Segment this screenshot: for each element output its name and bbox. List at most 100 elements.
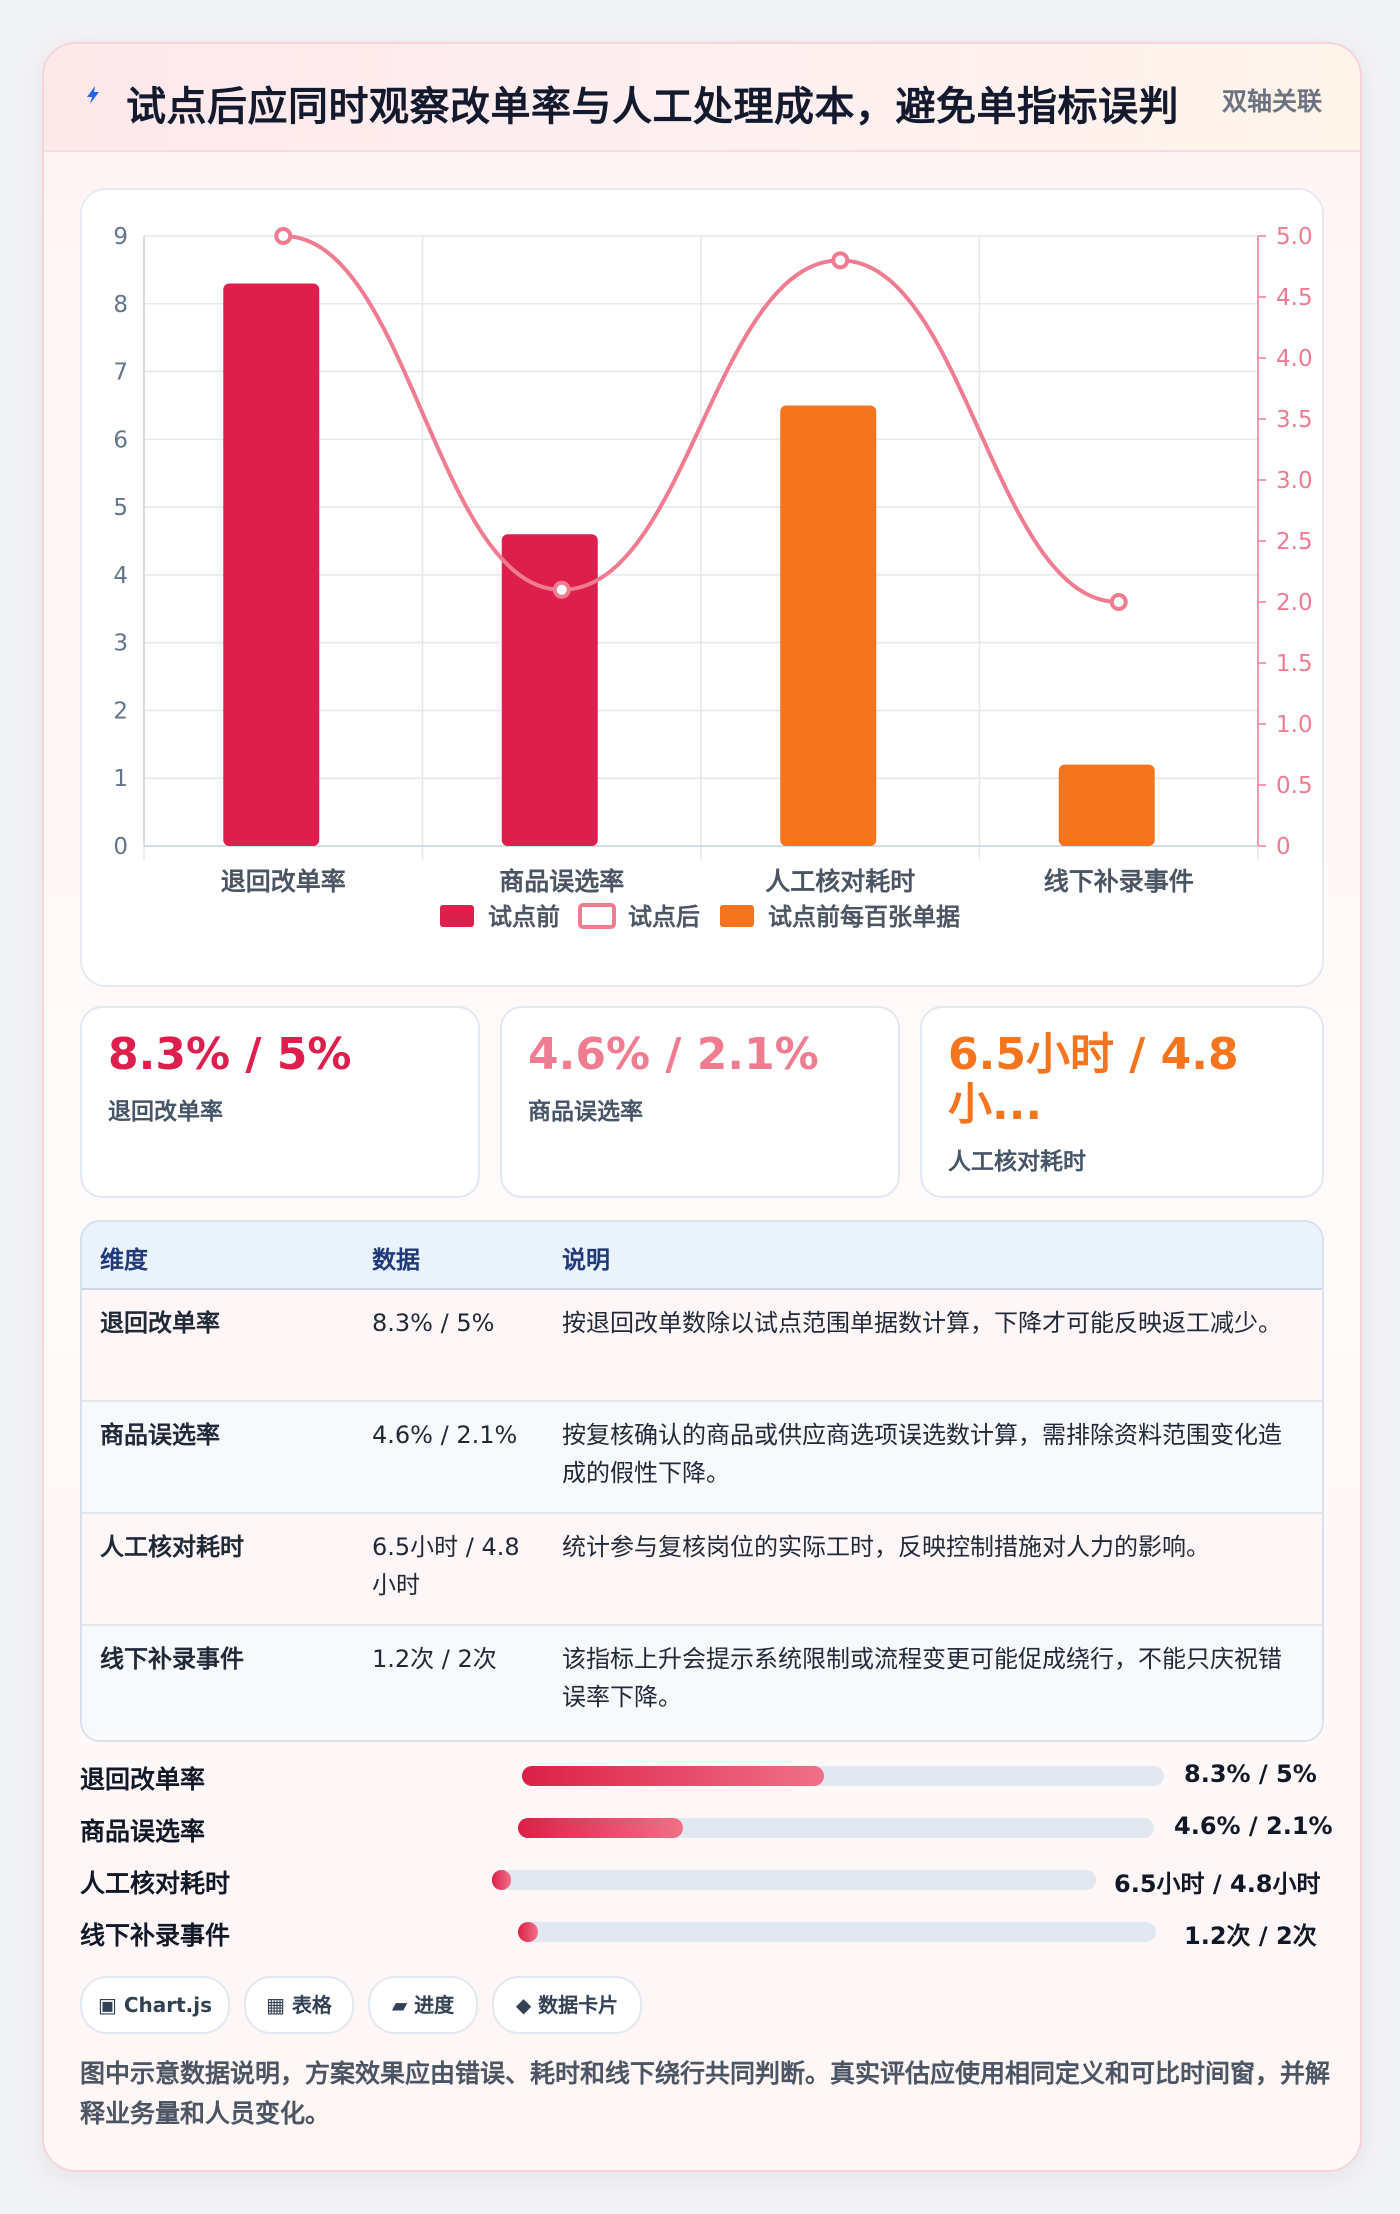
cell-data: 4.6% / 2.1% xyxy=(372,1421,518,1449)
progress-label: 商品误选率 xyxy=(80,1817,206,1846)
line-point xyxy=(831,251,850,270)
progress-value: 6.5小时 / 4.8小时 xyxy=(1114,1870,1321,1898)
y-left-tick-label: 0 xyxy=(113,834,128,860)
x-tick-label: 人工核对耗时 xyxy=(765,867,915,896)
chip-chartjs[interactable]: ▣ Chart.js xyxy=(80,1976,230,2034)
cell-dimension: 人工核对耗时 xyxy=(100,1533,244,1561)
series-line xyxy=(283,234,1119,604)
bar xyxy=(780,405,877,846)
legend-swatch xyxy=(578,903,616,929)
stat-value: 8.3% / 5% xyxy=(108,1029,352,1080)
legend-label: 试点后 xyxy=(628,903,700,931)
report-card: 试点后应同时观察改单率与人工处理成本，避免单指标误判 双轴关联 0 1 2 3 4 5 6 7… xyxy=(42,42,1362,2172)
footnote: 图中示意数据说明，方案效果应由错误、耗时和线下绕行共同判断。真实评估应使用相同定… xyxy=(80,2059,1331,2128)
cell-description: 该指标上升会提示系统限制或流程变更可能促成绕行，不能只庆祝错误率下降。 xyxy=(562,1645,1282,1711)
y-right-tick-label: 4.5 xyxy=(1276,285,1313,311)
cell-data: 1.2次 / 2次 xyxy=(372,1645,497,1673)
progress-value: 4.6% / 2.1% xyxy=(1174,1812,1333,1840)
stat-card-check-time: 6.5小时 / 4.8小... 人工核对耗时 xyxy=(920,1006,1324,1198)
progress-value: 1.2次 / 2次 xyxy=(1184,1922,1317,1950)
y-left-tick-label: 8 xyxy=(113,292,128,318)
legend-label: 试点前每百张单据 xyxy=(768,903,960,931)
stat-value: 4.6% / 2.1% xyxy=(528,1029,819,1080)
y-right-tick-label: 0.5 xyxy=(1276,773,1313,799)
cell-data: 6.5小时 / 4.8小时 xyxy=(372,1533,520,1599)
y-left-tick-label: 4 xyxy=(113,563,128,589)
line-point xyxy=(552,580,571,599)
line-point xyxy=(274,227,293,245)
dual-axis-chart: 0 1 2 3 4 5 6 7 8 9 0 0.5 1.0 1.5 2.0 2.5 3.0 3.5 4.0 4.5 5.… xyxy=(113,224,1313,931)
progress-label: 退回改单率 xyxy=(80,1765,206,1794)
y-left-tick-label: 7 xyxy=(113,360,128,386)
table-row: 人工核对耗时 6.5小时 / 4.8小时 统计参与复核岗位的实际工时，反映控制措… xyxy=(82,1514,1322,1626)
bar xyxy=(1058,764,1155,846)
stat-value: 6.5小时 / 4.8小... xyxy=(948,1029,1239,1130)
progress-track xyxy=(518,1818,1154,1838)
y-left-tick-label: 5 xyxy=(113,495,128,521)
y-right-tick-label: 1.5 xyxy=(1276,651,1313,677)
metrics-table: 维度 数据 说明 退回改单率 8.3% / 5% 按退回改单数除以试点范围单据数… xyxy=(80,1220,1324,1742)
y-right-tick-label: 2.0 xyxy=(1276,590,1313,616)
page-title: 试点后应同时观察改单率与人工处理成本，避免单指标误判 xyxy=(126,84,1179,130)
chip-label: 表格 xyxy=(291,1993,332,2017)
cell-description: 按复核确认的商品或供应商选项误选数计算，需排除资料范围变化造成的假性下降。 xyxy=(562,1421,1282,1487)
diamond-icon: ◆ xyxy=(515,1993,532,2017)
stat-label: 退回改单率 xyxy=(108,1099,223,1125)
stat-label: 商品误选率 xyxy=(528,1099,643,1125)
cell-dimension: 线下补录事件 xyxy=(100,1645,244,1673)
progress-label: 线下补录事件 xyxy=(80,1921,231,1950)
x-tick-label: 商品误选率 xyxy=(499,867,624,896)
cell-description: 按退回改单数除以试点范围单据数计算，下降才可能反映返工减少。 xyxy=(562,1309,1282,1337)
y-right-tick-label: 3.5 xyxy=(1276,407,1313,433)
chip-table[interactable]: ▦ 表格 xyxy=(244,1976,354,2034)
y-left-tick-label: 9 xyxy=(113,224,128,250)
cell-dimension: 商品误选率 xyxy=(100,1421,220,1449)
legend-label: 试点前 xyxy=(488,903,560,931)
chip-data-cards[interactable]: ◆ 数据卡片 xyxy=(492,1976,642,2034)
y-right-tick-label: 5.0 xyxy=(1276,224,1313,250)
progress-fill xyxy=(492,1870,512,1890)
column-header-description: 说明 xyxy=(562,1246,610,1274)
progress-track xyxy=(492,1870,1096,1890)
progress-track xyxy=(522,1766,1164,1786)
chip-progress[interactable]: ▰ 进度 xyxy=(368,1976,478,2034)
column-header-data: 数据 xyxy=(372,1246,420,1274)
cell-data: 8.3% / 5% xyxy=(372,1309,495,1337)
progress-icon: ▰ xyxy=(391,1993,408,2017)
y-right-tick-label: 3.0 xyxy=(1276,468,1313,494)
table-row: 退回改单率 8.3% / 5% 按退回改单数除以试点范围单据数计算，下降才可能反… xyxy=(82,1290,1322,1402)
chip-label: Chart.js xyxy=(123,1993,213,2017)
y-right-tick-label: 2.5 xyxy=(1276,529,1313,555)
chart-panel: 0 1 2 3 4 5 6 7 8 9 0 0.5 1.0 1.5 2.0 2.5 3.0 3.5 4.0 4.5 5.… xyxy=(80,188,1324,987)
cell-dimension: 退回改单率 xyxy=(100,1309,220,1337)
dual-axis-badge: 双轴关联 xyxy=(1221,87,1322,116)
progress-label: 人工核对耗时 xyxy=(80,1869,231,1898)
chart-icon: ▣ xyxy=(97,1993,117,2017)
x-tick-label: 退回改单率 xyxy=(221,867,346,896)
card-header: 试点后应同时观察改单率与人工处理成本，避免单指标误判 双轴关联 xyxy=(44,44,1360,152)
table-row: 商品误选率 4.6% / 2.1% 按复核确认的商品或供应商选项误选数计算，需排… xyxy=(82,1402,1322,1514)
chip-label: 进度 xyxy=(414,1993,455,2017)
column-header-dimension: 维度 xyxy=(100,1246,148,1274)
progress-fill xyxy=(518,1818,684,1838)
chip-label: 数据卡片 xyxy=(538,1993,619,2017)
x-tick-label: 线下补录事件 xyxy=(1044,867,1194,896)
y-right-tick-label: 0 xyxy=(1276,834,1291,860)
progress-fill xyxy=(522,1766,824,1786)
lightning-icon xyxy=(87,86,99,104)
table-row: 线下补录事件 1.2次 / 2次 该指标上升会提示系统限制或流程变更可能促成绕行… xyxy=(82,1626,1322,1736)
legend-swatch xyxy=(440,905,474,927)
progress-fill xyxy=(518,1922,539,1942)
bar xyxy=(501,534,598,846)
legend-swatch xyxy=(720,905,754,927)
line-point xyxy=(1109,593,1128,611)
stat-card-misselect-rate: 4.6% / 2.1% 商品误选率 xyxy=(500,1006,900,1198)
stat-label: 人工核对耗时 xyxy=(948,1149,1086,1175)
stat-card-return-rate: 8.3% / 5% 退回改单率 xyxy=(80,1006,480,1198)
y-right-tick-label: 1.0 xyxy=(1276,712,1313,738)
bar xyxy=(223,283,320,846)
y-left-tick-label: 2 xyxy=(113,698,128,724)
progress-value: 8.3% / 5% xyxy=(1184,1760,1317,1788)
y-left-tick-label: 1 xyxy=(113,766,128,792)
table-header: 维度 数据 说明 xyxy=(82,1222,1322,1290)
